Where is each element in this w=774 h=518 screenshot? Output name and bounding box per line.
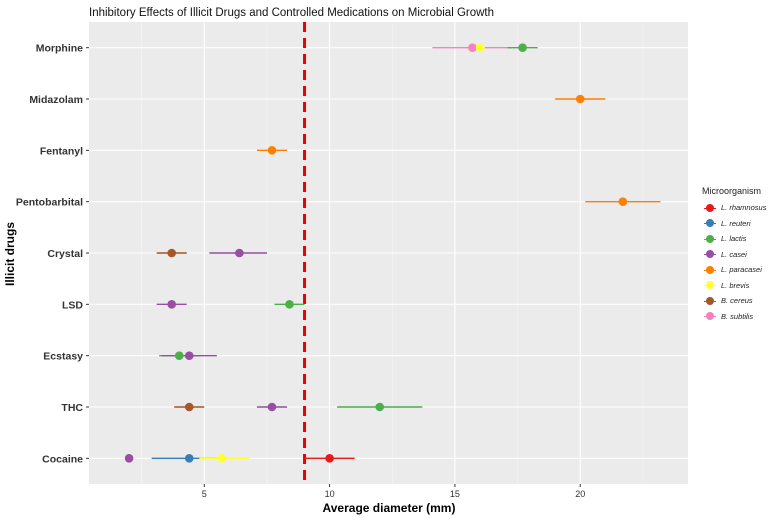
legend-item: L. reuteri xyxy=(702,216,766,232)
y-tick-label: Crystal xyxy=(47,248,83,260)
data-point xyxy=(267,402,277,412)
data-point xyxy=(518,43,527,52)
legend-label: B. subtilis xyxy=(721,311,754,321)
legend-item: L. lactis xyxy=(702,231,766,247)
y-tick-label: Pentobarbital xyxy=(16,197,83,209)
legend-key xyxy=(702,201,718,215)
legend-items: L. rhamnosus L. reuteri L. lactis L. casei L… xyxy=(702,200,766,324)
y-tick-label: THC xyxy=(61,402,83,414)
data-point xyxy=(167,248,177,258)
legend-key xyxy=(702,247,718,261)
y-axis-label: Illicit drugs xyxy=(3,222,17,286)
data-point xyxy=(575,94,585,104)
data-point xyxy=(124,454,134,463)
data-point xyxy=(184,454,194,463)
legend-key xyxy=(702,232,718,246)
legend-item: L. paracasei xyxy=(702,262,766,278)
legend-label: L. brevis xyxy=(721,280,750,290)
legend-item: L. casei xyxy=(702,247,766,263)
y-tick-label: Morphine xyxy=(36,43,83,55)
legend-item: B. cereus xyxy=(702,293,766,309)
x-tick-label: 15 xyxy=(450,489,460,499)
legend-key xyxy=(702,278,718,292)
x-axis-ticks: 5 10 15 20 xyxy=(202,484,585,499)
y-tick-label: LSD xyxy=(62,299,83,311)
legend-key xyxy=(702,263,718,277)
data-point xyxy=(217,454,227,463)
legend-label: L. reuteri xyxy=(721,218,751,228)
data-point xyxy=(325,454,334,463)
legend-key xyxy=(702,216,718,230)
legend-key xyxy=(702,309,718,323)
legend-label: L. casei xyxy=(721,249,747,259)
y-tick-label: Fentanyl xyxy=(40,145,83,157)
legend-item: B. subtilis xyxy=(702,309,766,325)
legend-title: Microorganism xyxy=(702,186,762,196)
y-axis-ticks: Morphine Midazolam Fentanyl Pentobarbital Cr… xyxy=(16,43,89,465)
data-point xyxy=(285,300,294,309)
data-point xyxy=(174,351,184,360)
x-tick-label: 10 xyxy=(325,489,335,499)
legend-item: L. rhamnosus xyxy=(702,200,766,216)
x-axis-label: Average diameter (mm) xyxy=(323,501,456,515)
legend-key xyxy=(702,294,718,308)
data-point xyxy=(475,43,485,52)
y-tick-label: Cocaine xyxy=(42,453,83,465)
y-tick-label: Ecstasy xyxy=(43,351,83,363)
data-point xyxy=(375,402,385,412)
data-point xyxy=(184,402,194,412)
x-tick-label: 5 xyxy=(202,489,207,499)
legend-item: L. brevis xyxy=(702,278,766,294)
x-tick-label: 20 xyxy=(575,489,585,499)
legend-label: B. cereus xyxy=(721,296,753,306)
legend: Microorganism L. rhamnosus L. reuteri L. l… xyxy=(702,186,766,324)
data-point xyxy=(235,248,244,258)
legend-label: L. lactis xyxy=(721,234,747,244)
data-point xyxy=(267,146,277,155)
data-point xyxy=(167,300,177,309)
y-tick-label: Midazolam xyxy=(29,94,83,106)
legend-label: L. rhamnosus xyxy=(721,203,767,213)
data-point xyxy=(468,43,477,52)
chart-title: Inhibitory Effects of Illicit Drugs and … xyxy=(89,7,494,19)
data-points xyxy=(124,43,628,463)
legend-label: L. paracasei xyxy=(721,265,762,275)
data-point xyxy=(618,197,628,206)
data-point xyxy=(184,351,194,360)
